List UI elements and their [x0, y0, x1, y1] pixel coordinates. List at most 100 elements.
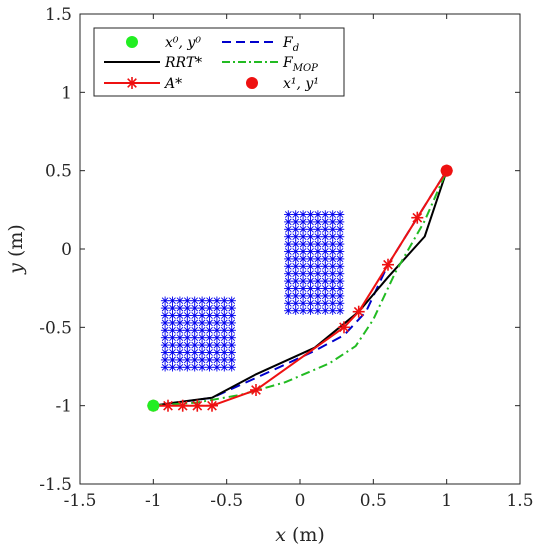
- obstacle-marker: [175, 296, 185, 305]
- obstacle-marker: [183, 333, 192, 342]
- obstacle-marker: [284, 276, 293, 286]
- obstacle-marker: [321, 306, 330, 315]
- obstacle-marker: [190, 348, 199, 357]
- obstacle-marker: [227, 363, 236, 372]
- obstacle-marker: [321, 291, 330, 301]
- obstacle-marker: [190, 363, 199, 372]
- obstacle-marker: [212, 355, 222, 365]
- obstacle-marker: [335, 262, 345, 271]
- obstacle-marker: [190, 311, 199, 320]
- obstacle-marker: [168, 326, 177, 335]
- obstacle-marker: [335, 239, 345, 249]
- x-tick-label: -1: [145, 491, 162, 511]
- obstacle-marker: [328, 247, 337, 256]
- obstacle-marker: [227, 326, 236, 335]
- legend: x⁰, y⁰ RRT* A* Fd FMOP x¹, y¹: [93, 27, 345, 97]
- obstacle-marker: [291, 254, 300, 264]
- obstacle-marker: [313, 299, 323, 308]
- obstacle-marker: [160, 296, 170, 305]
- obstacle-marker: [183, 340, 192, 350]
- obstacle-marker: [183, 363, 192, 372]
- obstacle-marker: [205, 340, 214, 350]
- obstacle-marker: [160, 333, 170, 342]
- obstacle-marker: [284, 247, 293, 256]
- obstacle-marker: [313, 269, 323, 278]
- obstacle-marker: [291, 247, 300, 256]
- y-tick-label: -1.5: [39, 475, 72, 495]
- obstacle-marker: [205, 333, 214, 342]
- obstacle-marker: [328, 239, 337, 249]
- obstacle-marker: [175, 326, 185, 335]
- y-tick-label: -0.5: [39, 318, 72, 338]
- obstacle-marker: [321, 284, 330, 293]
- obstacle-marker: [227, 318, 236, 328]
- x-tick-label: 0.5: [360, 491, 387, 511]
- obstacle-marker: [328, 306, 337, 315]
- y-tick-label: -1: [55, 397, 72, 417]
- obstacle-marker: [227, 333, 236, 342]
- obstacle-marker: [284, 217, 293, 227]
- obstacle-marker: [306, 232, 315, 241]
- start-point: [147, 399, 160, 412]
- obstacle-marker: [291, 284, 300, 293]
- obstacle-marker: [321, 262, 330, 271]
- obstacle-marker: [328, 254, 337, 264]
- obstacle-marker: [298, 247, 308, 256]
- obstacle-marker: [183, 311, 192, 320]
- endpoint-layer: [147, 164, 453, 412]
- obstacle-marker: [321, 276, 330, 286]
- obstacle-marker: [160, 348, 170, 357]
- obstacle-marker: [291, 217, 300, 227]
- y-tick-label: 1.5: [45, 5, 72, 25]
- series-point: [162, 399, 174, 412]
- obstacle-marker: [212, 363, 222, 372]
- obstacle-marker: [205, 303, 214, 313]
- series-point: [382, 258, 394, 271]
- obstacle-marker: [168, 333, 177, 342]
- obstacle-marker: [190, 355, 199, 365]
- obstacle-marker: [328, 276, 337, 286]
- obstacle-marker: [313, 291, 323, 301]
- x-axis-label: x (m): [275, 524, 325, 546]
- obstacle-marker: [212, 296, 222, 305]
- obstacle-marker: [168, 355, 177, 365]
- obstacle-marker: [313, 239, 323, 249]
- obstacle-marker: [284, 291, 293, 301]
- series-line: [153, 170, 448, 407]
- obstacle-marker: [212, 311, 222, 320]
- obstacle-marker: [291, 276, 300, 286]
- obstacle-marker: [220, 303, 229, 313]
- obstacle-marker: [197, 363, 207, 372]
- obstacle-marker: [175, 363, 185, 372]
- obstacle-marker: [220, 333, 229, 342]
- obstacle-marker: [284, 225, 293, 234]
- obstacle-marker: [168, 363, 177, 372]
- obstacle-marker: [197, 340, 207, 350]
- obstacle-marker: [168, 303, 177, 313]
- obstacle-marker: [227, 355, 236, 365]
- obstacle-marker: [284, 269, 293, 278]
- obstacle-marker: [313, 217, 323, 227]
- obstacle-marker: [313, 210, 323, 219]
- obstacle-marker: [291, 239, 300, 249]
- obstacle-marker: [168, 296, 177, 305]
- axis-ticks: -1.5 -1 -0.5 0 0.5 1 1.5 -1.5 -1 -0.5 0 0.5 1 1.5: [39, 5, 533, 511]
- obstacle-marker: [160, 303, 170, 313]
- x-tick-label: 0: [295, 491, 306, 511]
- obstacle-marker: [220, 340, 229, 350]
- obstacle-marker: [321, 299, 330, 308]
- obstacle-marker: [160, 340, 170, 350]
- obstacle-marker: [183, 318, 192, 328]
- x-tick-label: -0.5: [210, 491, 243, 511]
- obstacle-marker: [212, 326, 222, 335]
- obstacle-marker: [313, 225, 323, 234]
- obstacle-marker: [335, 217, 345, 227]
- obstacle-marker: [175, 348, 185, 357]
- series-point: [411, 211, 424, 224]
- obstacle-marker: [321, 225, 330, 234]
- obstacle-marker: [284, 210, 293, 219]
- obstacle-marker: [190, 296, 199, 305]
- obstacle-marker: [291, 225, 300, 234]
- obstacle-marker: [298, 269, 308, 278]
